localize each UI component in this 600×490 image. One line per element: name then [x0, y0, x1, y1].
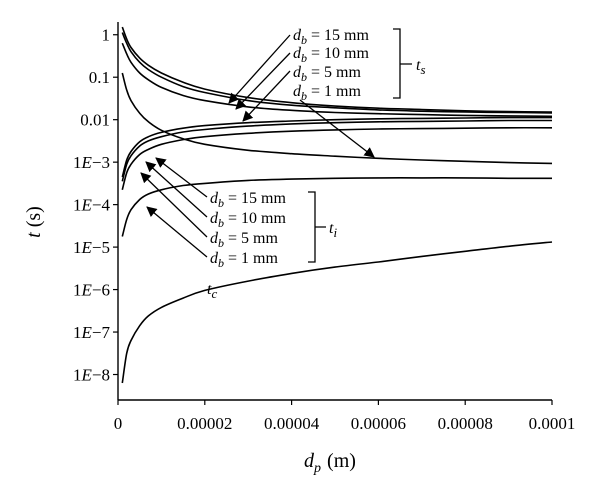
- ts-curve-1mm: [121, 72, 553, 165]
- ts-label-15mm: db = 15 mm: [293, 27, 369, 47]
- y-axis-label: t(s): [23, 206, 45, 238]
- ti-bracket: [308, 191, 326, 263]
- ti-annotations: db = 15 mm db = 10 mm db = 5 mm db = 1 m…: [140, 157, 337, 270]
- ti-curve-10mm: [121, 119, 552, 182]
- y-tick-label: 1E−5: [73, 238, 110, 257]
- ts-label-5mm: db = 5 mm: [293, 64, 361, 84]
- ts-bracket: [393, 28, 412, 99]
- axes: [117, 22, 552, 401]
- ti-arrow-1mm: [146, 206, 208, 258]
- x-axis-label: dp (m): [304, 450, 356, 476]
- tc-curve: [121, 241, 553, 384]
- x-tick-label: 0: [114, 414, 123, 433]
- ts-annotations: db = 15 mm db = 10 mm db = 5 mm db = 1 m…: [228, 27, 426, 158]
- y-tick-label: 1E−8: [73, 366, 110, 385]
- x-tick-label: 0.00002: [177, 414, 232, 433]
- ts-arrow-10mm: [235, 52, 291, 110]
- y-tick-label: 1E−7: [73, 323, 110, 342]
- ti-arrow-10mm: [145, 161, 208, 218]
- y-tick-label: 1E−6: [73, 281, 110, 300]
- ts-group-label: ts: [416, 57, 426, 77]
- x-tick-label: 0.00006: [351, 414, 406, 433]
- x-ticks: 0 0.00002 0.00004 0.00006 0.00008 0.0001: [114, 400, 576, 433]
- ti-curve-1mm: [121, 177, 553, 237]
- y-tick-label: 1E−4: [73, 196, 110, 215]
- curves: [121, 26, 553, 384]
- ts-arrow-15mm: [228, 34, 291, 104]
- y-tick-label: 0.1: [89, 68, 110, 87]
- ts-label-10mm: db = 10 mm: [293, 45, 369, 65]
- ts-curve-10mm: [121, 32, 553, 114]
- y-tick-label: 1: [102, 26, 111, 45]
- ts-arrow-5mm: [242, 70, 291, 122]
- ti-arrow-15mm: [155, 157, 208, 198]
- ts-curve-15mm: [121, 26, 553, 113]
- y-tick-label: 1E−3: [73, 153, 110, 172]
- tc-label: tc: [207, 281, 217, 301]
- x-tick-label: 0.0001: [529, 414, 576, 433]
- ts-arrow-1mm: [299, 99, 375, 158]
- y-ticks: 1 0.1 0.01 1E−3 1E−4 1E−5 1E−6 1E−7 1E−8: [73, 26, 118, 385]
- ts-label-1mm: db = 1 mm: [293, 83, 361, 103]
- y-tick-label: 0.01: [80, 111, 110, 130]
- ti-label-5mm: db = 5 mm: [210, 230, 278, 250]
- ti-label-10mm: db = 10 mm: [210, 210, 286, 230]
- ts-curve-5mm: [121, 42, 553, 118]
- ti-label-15mm: db = 15 mm: [210, 190, 286, 210]
- ti-curve-15mm: [121, 116, 553, 178]
- ti-arrow-5mm: [140, 172, 208, 238]
- x-tick-label: 0.00004: [264, 414, 320, 433]
- ti-group-label: ti: [329, 220, 337, 240]
- ti-label-1mm: db = 1 mm: [210, 250, 278, 270]
- ti-curve-5mm: [121, 126, 553, 191]
- x-tick-label: 0.00008: [438, 414, 493, 433]
